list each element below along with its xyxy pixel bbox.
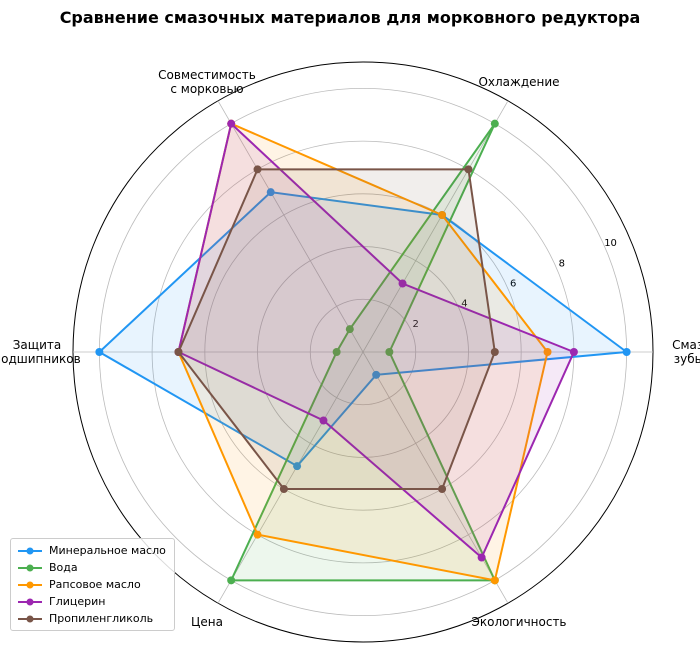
legend-swatch [18,564,42,571]
legend: Минеральное масло Вода Рапсовое масло Глице… [10,538,175,631]
legend-label: Пропиленгликоль [49,612,154,625]
axis-label: Смазка зубьев [672,338,700,366]
point [398,279,407,288]
legend-swatch [18,547,42,554]
r-tick-label: 8 [559,258,565,269]
spoke [362,351,509,604]
point [332,348,341,356]
legend-marker [26,581,34,588]
point [266,188,275,197]
point [227,576,236,585]
point [622,348,631,356]
spoke [217,351,364,604]
legend-marker [26,547,34,554]
legend-item: Минеральное масло [17,542,166,559]
legend-label: Глицерин [49,595,106,608]
point [490,119,499,128]
axis-label: Защита подшипников [0,338,81,366]
point [279,484,288,493]
axis-label: Охлаждение [478,74,560,89]
point [385,348,394,356]
axis-label: Совместимость с морковью [158,67,256,96]
legend-label: Минеральное масло [49,544,166,557]
legend-swatch [18,615,42,622]
point [253,165,262,174]
point [543,348,552,356]
legend-item: Пропиленгликоль [17,610,166,627]
point [438,484,447,493]
r-tick-label: 2 [413,319,419,330]
legend-marker [26,615,34,622]
point [319,416,328,425]
r-tick-label: 4 [461,299,467,310]
chart-title: Сравнение смазочных материалов для морко… [59,8,641,27]
series-area [178,169,495,489]
point [95,348,104,356]
point [490,348,499,356]
point [490,576,499,585]
legend-item: Вода [17,559,166,576]
point [464,165,473,174]
point [174,348,183,356]
point [345,325,354,334]
legend-label: Рапсовое масло [49,578,141,591]
legend-marker [26,564,34,571]
point [569,348,578,356]
spoke [217,100,364,353]
spoke [362,100,509,353]
axis-label: Цена [191,615,223,630]
point [227,119,236,128]
legend-swatch [18,598,42,605]
point [438,211,447,220]
legend-swatch [18,581,42,588]
point [253,530,262,539]
series-area [178,123,548,581]
r-tick-label: 10 [604,238,617,249]
r-tick-label: 6 [510,278,516,289]
legend-item: Рапсовое масло [17,576,166,593]
point [372,370,381,379]
axis-label: Экологичность [471,615,567,630]
series-area [178,123,574,558]
series-area [99,192,627,467]
legend-label: Вода [49,561,78,574]
series-area [231,123,495,581]
legend-item: Глицерин [17,593,166,610]
point [477,553,486,562]
legend-marker [26,598,34,605]
point [293,462,302,471]
